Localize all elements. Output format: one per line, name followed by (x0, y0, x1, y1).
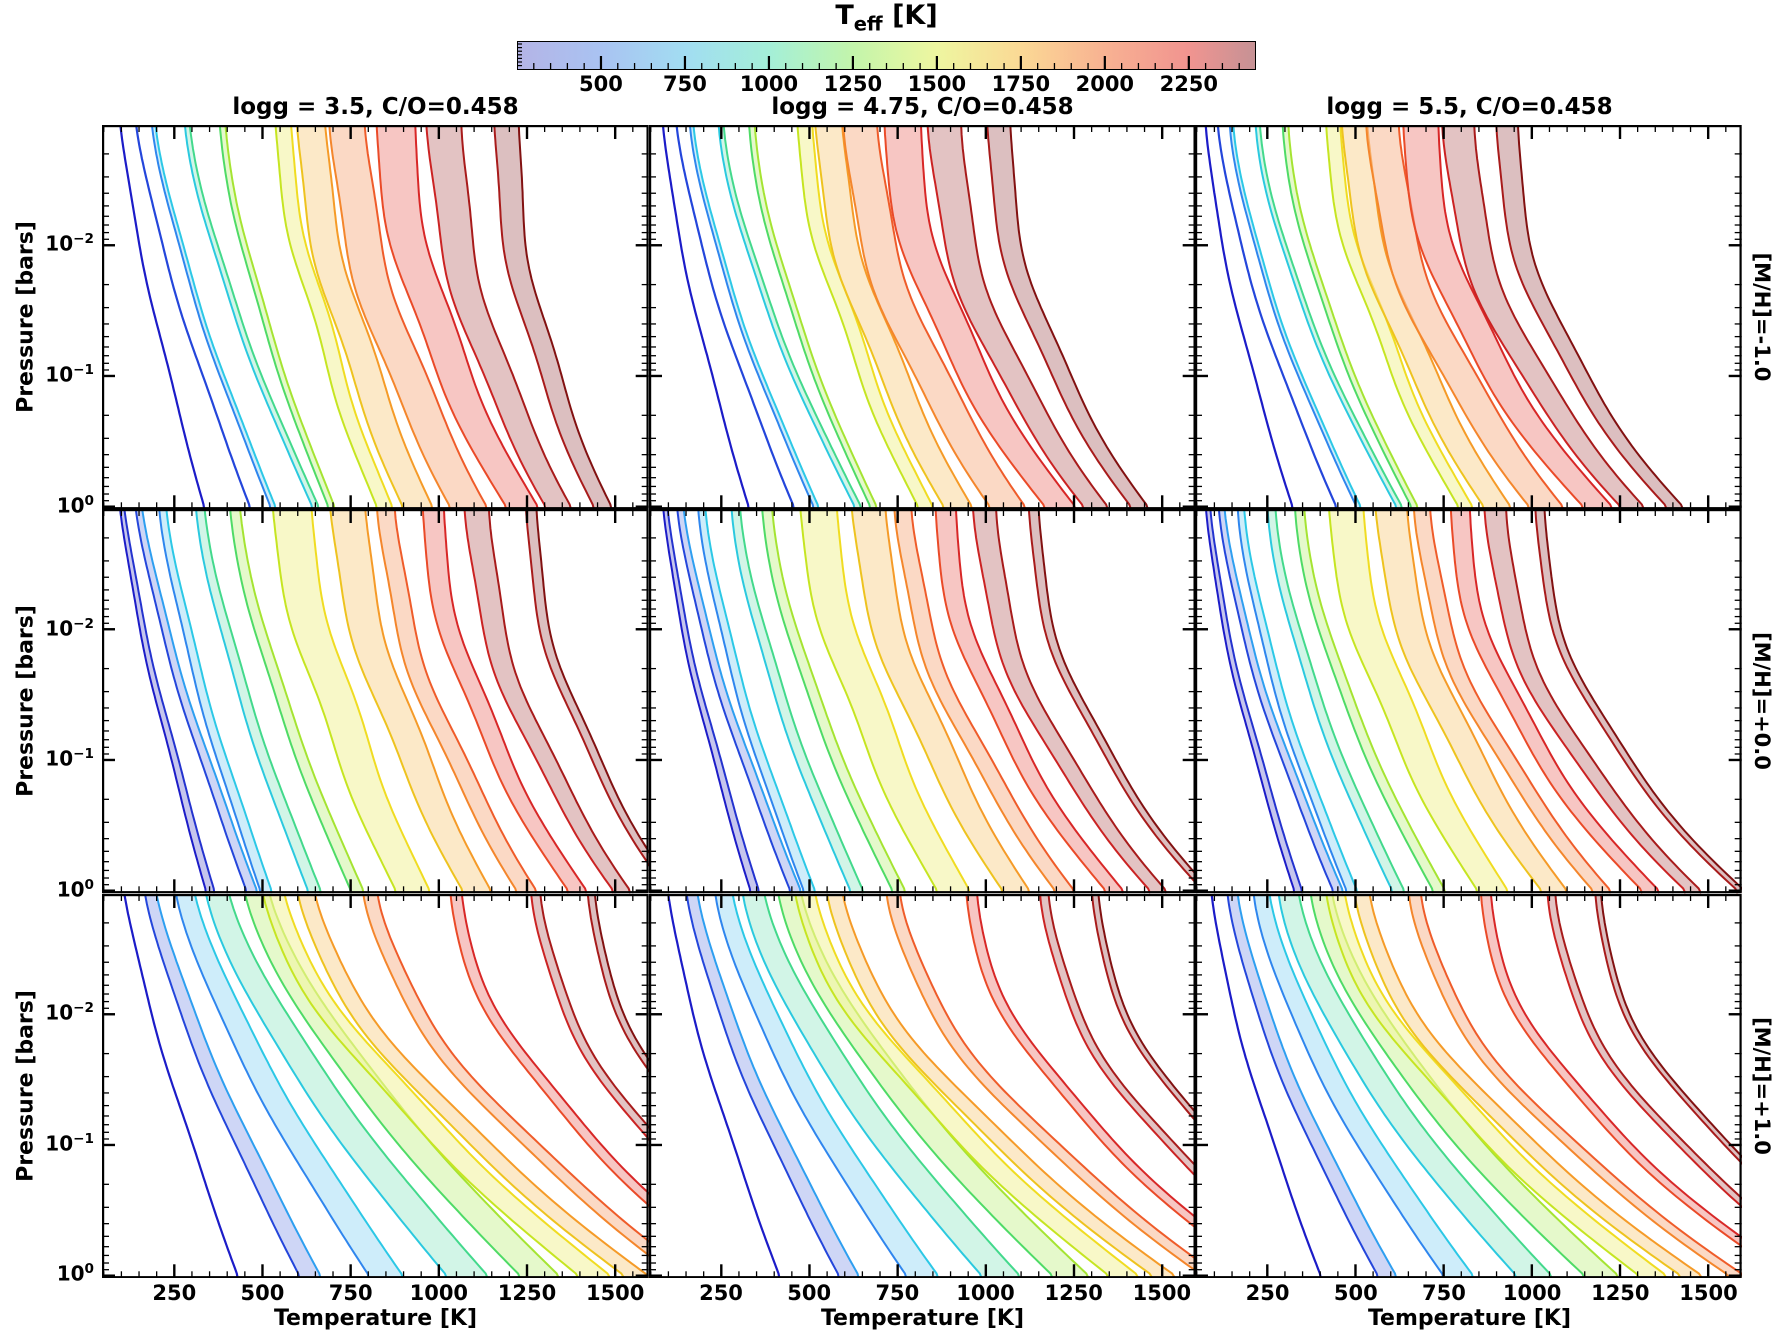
y-tick-label: 10−1 (45, 1130, 94, 1156)
colorbar-tick-label: 2250 (1159, 72, 1219, 96)
x-tick-label: 750 (328, 1281, 373, 1305)
x-tick-label: 1250 (1044, 1281, 1103, 1305)
x-tick-label: 750 (1422, 1281, 1466, 1305)
panel-logg5.5-mh1 (1195, 893, 1742, 1278)
x-tick-label: 1000 (956, 1281, 1015, 1305)
colorbar-tick-label: 1000 (739, 72, 799, 96)
colorbar-title-sub: eff (853, 12, 883, 36)
panel-logg3.5-mh-1 (102, 125, 649, 510)
column-title-logg-4.75: logg = 4.75, C/O=0.458 (771, 94, 1074, 120)
x-tick-label: 1500 (1679, 1281, 1738, 1305)
x-tick-label: 1250 (497, 1281, 557, 1305)
y-tick-label: 100 (56, 1261, 94, 1287)
y-tick-label: 10−1 (45, 746, 94, 771)
x-axis-label-col3: Temperature [K] (1367, 1306, 1572, 1331)
y-tick-label: 100 (56, 492, 94, 518)
panel-logg5.5-mh-1 (1195, 125, 1742, 510)
x-tick-label: 1250 (1591, 1281, 1650, 1305)
row-label-mh-0: [M/H]=+0.0 (1750, 632, 1774, 770)
x-tick-label: 750 (875, 1281, 920, 1305)
colorbar-title-base: T (835, 0, 854, 31)
colorbar-tick-label: 1750 (991, 72, 1051, 96)
x-tick-label: 1500 (1132, 1281, 1192, 1305)
x-tick-label: 500 (1333, 1281, 1378, 1305)
panel-logg5.5-mh0 (1195, 509, 1742, 894)
panel-logg3.5-mh0 (102, 509, 649, 894)
column-title-logg-3.5: logg = 3.5, C/O=0.458 (232, 94, 519, 120)
colorbar-ticks (517, 43, 1240, 70)
panel-logg3.5-mh1 (102, 893, 649, 1278)
y-tick-label: 10−2 (45, 999, 94, 1025)
x-tick-label: 500 (787, 1281, 832, 1305)
colorbar-tick-label: 1250 (823, 72, 883, 96)
row-label-mh-minus1: [M/H]=-1.0 (1750, 252, 1774, 382)
colorbar-title-unit: [K] (882, 0, 938, 31)
y-tick-label: 10−2 (45, 615, 94, 641)
colorbar-tick-label: 500 (579, 72, 623, 96)
y-tick-label: 10−1 (45, 361, 94, 387)
y-tick-label: 10−2 (45, 231, 94, 256)
colorbar-tick-label: 750 (663, 72, 707, 96)
panel-logg4.75-mh-1 (648, 125, 1196, 510)
column-title-logg-5.5: logg = 5.5, C/O=0.458 (1326, 94, 1613, 120)
colorbar-tick-label: 2000 (1075, 72, 1135, 96)
x-tick-label: 250 (152, 1281, 197, 1305)
colorbar-tick-label: 1500 (907, 72, 967, 96)
x-tick-label: 500 (240, 1281, 285, 1305)
x-axis-label-col1: Temperature [K] (273, 1306, 478, 1331)
x-axis-label-col2: Temperature [K] (820, 1306, 1025, 1331)
x-tick-label: 250 (699, 1281, 743, 1305)
x-tick-label: 1000 (409, 1281, 469, 1305)
x-tick-label: 250 (1245, 1281, 1290, 1305)
x-tick-label: 1000 (1502, 1281, 1562, 1305)
colorbar-title: Teff [K] (517, 0, 1256, 35)
panel-logg4.75-mh1 (648, 893, 1196, 1278)
panel-logg4.75-mh0 (648, 509, 1196, 894)
row-label-mh-plus1: [M/H]=+1.0 (1750, 1017, 1774, 1155)
y-tick-label: 100 (56, 876, 94, 902)
x-tick-label: 1500 (585, 1281, 645, 1305)
